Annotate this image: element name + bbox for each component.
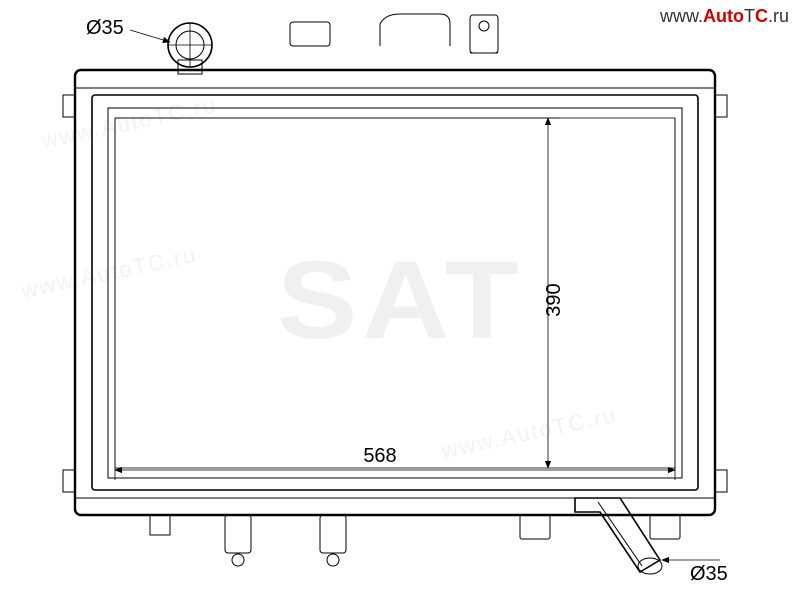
port-top-label: Ø35	[86, 17, 124, 39]
drawing-svg: 568 390 Ø35 Ø35	[0, 0, 799, 600]
diagram-canvas: { "brand": {"prefix":"www.","accent":"Au…	[0, 0, 799, 600]
dim-height-label: 390	[543, 283, 565, 316]
dim-width-label: 568	[363, 445, 396, 467]
port-bottom-label: Ø35	[690, 563, 728, 585]
